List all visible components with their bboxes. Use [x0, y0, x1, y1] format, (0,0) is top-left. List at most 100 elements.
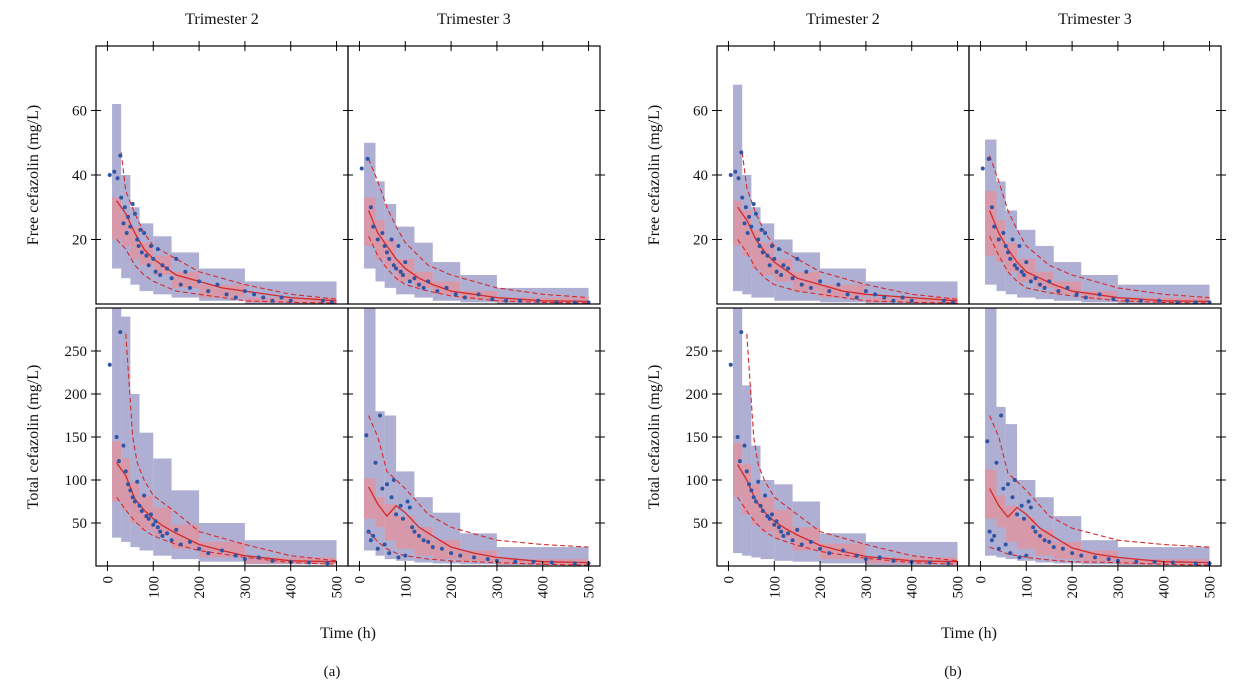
y-tick-label: 60: [693, 104, 708, 120]
observation-point: [417, 533, 422, 538]
observation-point: [1193, 561, 1198, 566]
observation-point: [1060, 546, 1065, 551]
observation-point: [745, 231, 750, 236]
observation-point: [396, 243, 401, 248]
prediction-interval-band: [121, 316, 131, 542]
observation-point: [1019, 269, 1024, 274]
observation-point: [989, 538, 994, 543]
observation-point: [130, 202, 135, 207]
observation-point: [774, 519, 779, 524]
observation-point: [795, 527, 800, 532]
observation-point: [1017, 555, 1022, 560]
observation-point: [760, 250, 765, 255]
observation-point: [394, 266, 399, 271]
y-tick-label: 100: [686, 473, 709, 489]
observation-point: [854, 295, 859, 300]
observation-point: [751, 202, 756, 207]
observation-point: [384, 482, 389, 487]
observation-point: [786, 531, 791, 536]
observation-point: [174, 256, 179, 261]
observation-point: [132, 211, 137, 216]
observation-point: [359, 166, 364, 171]
panel-content: [728, 308, 958, 566]
panel: 0 100 200 300 400 500 50 100 150 200 250: [65, 307, 349, 599]
observation-point: [371, 533, 376, 538]
observation-point: [536, 298, 541, 303]
observation-point: [365, 156, 370, 161]
observation-point: [142, 493, 147, 498]
median-ci-band: [985, 191, 997, 256]
observation-point: [126, 214, 131, 219]
x-tick-label: 200: [444, 576, 460, 599]
observation-point: [206, 551, 211, 556]
observation-point: [1017, 243, 1022, 248]
observation-point: [1193, 300, 1198, 304]
observation-point: [136, 243, 141, 248]
observation-point: [112, 169, 117, 174]
observation-point: [146, 263, 151, 268]
observation-point: [197, 546, 202, 551]
column-title: Trimester 2: [806, 11, 880, 28]
y-axis-label: Free cefazolin (mg/L): [25, 105, 42, 245]
median-ci-band: [1081, 550, 1118, 562]
observation-point: [737, 459, 742, 464]
panel: [964, 41, 1226, 305]
observation-point: [123, 469, 128, 474]
observation-point: [854, 553, 859, 558]
observation-point: [135, 479, 140, 484]
observation-point: [891, 298, 896, 303]
observation-point: [987, 529, 992, 534]
observation-point: [1065, 285, 1070, 290]
median-ci-band: [384, 239, 397, 269]
observation-point: [490, 297, 495, 302]
observation-point: [368, 538, 373, 543]
observation-point: [146, 516, 151, 521]
percentile-5-line: [116, 496, 337, 565]
observation-point: [744, 469, 749, 474]
observation-point: [756, 479, 761, 484]
observation-point: [426, 279, 431, 284]
observation-point: [128, 488, 133, 493]
observation-point: [799, 542, 804, 547]
observation-point: [462, 295, 467, 300]
observation-point: [882, 295, 887, 300]
x-tick-label: 0: [352, 576, 368, 584]
observation-point: [790, 538, 795, 543]
observation-point: [1001, 231, 1006, 236]
observation-point: [139, 250, 144, 255]
observation-point: [1125, 298, 1130, 303]
observation-point: [380, 231, 385, 236]
observation-point: [845, 292, 850, 297]
observation-point: [329, 300, 334, 304]
observation-point: [1010, 495, 1015, 500]
observation-point: [1074, 292, 1079, 297]
observation-point: [1106, 557, 1111, 562]
observation-point: [765, 514, 770, 519]
observation-point: [118, 330, 123, 335]
median-line: [116, 462, 337, 563]
x-tick-label: 100: [767, 576, 783, 599]
prediction-interval-band: [733, 84, 743, 292]
observation-point: [160, 263, 165, 268]
x-tick-label: 200: [1065, 576, 1081, 599]
observation-point: [1028, 505, 1033, 510]
observation-point: [148, 243, 153, 248]
observation-point: [781, 263, 786, 268]
median-line: [368, 486, 589, 564]
observation-point: [1083, 295, 1088, 300]
observation-point: [169, 538, 174, 543]
observation-point: [728, 173, 733, 177]
observation-point: [1175, 300, 1180, 304]
observation-point: [444, 285, 449, 290]
observation-point: [1001, 486, 1006, 491]
percentile-95-line: [368, 158, 589, 299]
observation-point: [407, 279, 412, 284]
observation-point: [779, 272, 784, 277]
observation-point: [767, 516, 772, 521]
observation-point: [1134, 559, 1139, 564]
observation-point: [1170, 560, 1175, 565]
observation-point: [758, 503, 763, 508]
observation-point: [396, 555, 401, 560]
observation-point: [132, 499, 137, 504]
observation-point: [808, 285, 813, 290]
